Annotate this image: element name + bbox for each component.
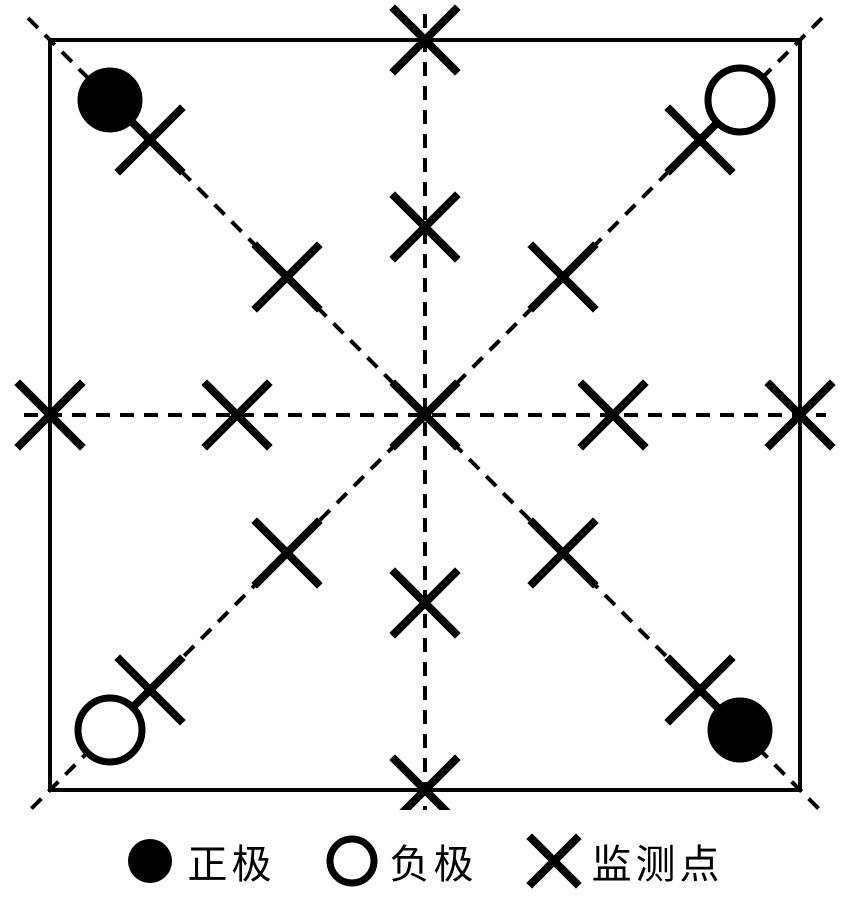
monitor-icon: [526, 833, 582, 889]
legend-item-negative: 负极: [324, 832, 478, 890]
negative-icon: [324, 833, 380, 889]
electrode-negative: [78, 698, 142, 762]
electrode-negative: [708, 68, 772, 132]
electrode-positive: [708, 698, 772, 762]
monitor-icon-x: [532, 839, 576, 883]
electrode-positive: [78, 68, 142, 132]
legend: 正极 负极 监测点: [0, 832, 845, 890]
positive-icon: [122, 833, 178, 889]
diagram-container: 正极 负极 监测点: [0, 0, 845, 910]
monitor-point: [533, 523, 593, 583]
monitor-point: [257, 247, 317, 307]
legend-item-positive: 正极: [122, 832, 276, 890]
legend-label: 正极: [188, 832, 276, 890]
monitor-point: [533, 247, 593, 307]
legend-label: 监测点: [592, 832, 724, 890]
legend-label: 负极: [390, 832, 478, 890]
monitor-point: [257, 523, 317, 583]
diagram-svg: [0, 0, 845, 810]
legend-item-monitor: 监测点: [526, 832, 724, 890]
